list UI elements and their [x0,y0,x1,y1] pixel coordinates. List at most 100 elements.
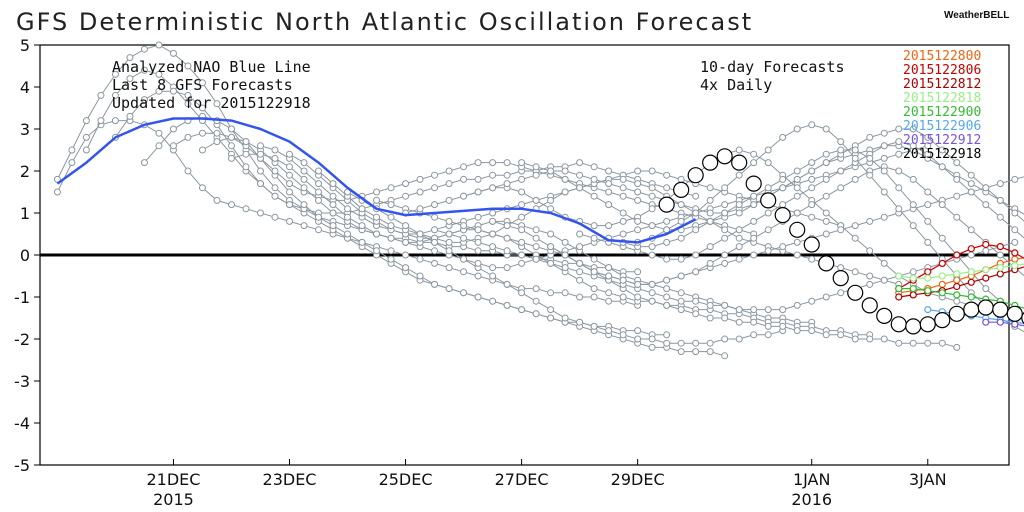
past-forecast-point [213,100,221,108]
past-forecast-point [648,335,656,343]
past-forecast-point [648,192,656,200]
past-forecast-point [750,192,758,200]
past-forecast-point [416,230,424,238]
past-forecast-point [445,217,453,225]
past-forecast-point [721,301,729,309]
past-forecast-point [387,247,395,255]
past-forecast-point [344,230,352,238]
past-forecast-point [721,251,729,259]
past-forecast-point [793,209,801,217]
past-forecast-point [750,318,758,326]
past-forecast-point [619,217,627,225]
colored-forecasts [895,240,1024,328]
past-forecast-point [634,217,642,225]
past-forecast-point [416,272,424,280]
forecast-2015122818-point [909,274,917,282]
past-forecast-point [198,184,206,192]
past-forecast-point [111,117,119,125]
past-forecast-point [634,180,642,188]
past-forecast-point [227,201,235,209]
past-forecast-point [866,247,874,255]
past-forecast-point [590,293,598,301]
past-forecast-point [474,159,482,167]
past-forecast-point [895,184,903,192]
past-forecast-point [184,91,192,99]
forecast-2015122800-point [1011,255,1019,263]
past-forecast-point [503,159,511,167]
y-tick-label: 2 [20,162,30,181]
past-forecast-point [561,238,569,246]
past-forecast-point [300,167,308,175]
x-tick-year-label: 2016 [791,490,832,509]
past-forecast-point [460,222,468,230]
past-forecast-point [286,201,294,209]
forecast-2015122906-point [924,306,932,314]
past-forecast-point [677,348,685,356]
past-forecast-point [532,285,540,293]
past-forecast-point [706,243,714,251]
past-forecast-point [750,306,758,314]
past-forecast-point [213,138,221,146]
past-forecast-point [474,272,482,280]
past-forecast-point [126,112,134,120]
past-forecasts [53,41,1024,360]
past-forecast-point [779,184,787,192]
past-forecast-point [619,209,627,217]
past-forecast-point [779,243,787,251]
past-forecast-point [764,306,772,314]
past-forecast-point [721,234,729,242]
past-forecast-point [576,259,584,267]
past-forecast-point [967,188,975,196]
past-forecast-point [184,133,192,141]
past-forecast-point [590,322,598,330]
past-forecast-point [634,196,642,204]
past-forecast-point [518,159,526,167]
past-forecast-point [518,226,526,234]
past-forecast-point [677,217,685,225]
past-forecast-point [489,171,497,179]
forecast-2015122800-point [938,280,946,288]
legend: 2015122800201512280620151228122015122818… [903,49,981,162]
past-forecast-point [271,167,279,175]
past-forecast-point [605,272,613,280]
past-forecast-point [155,129,163,137]
updated-label: Updated for 2015122918 [112,94,311,112]
past-forecast-point [227,133,235,141]
past-forecast-point [329,201,337,209]
past-forecast-point [431,226,439,234]
past-forecast-point [416,188,424,196]
past-forecast-point [953,159,961,167]
past-forecast-point [924,339,932,347]
y-tick-label: -4 [14,414,30,433]
past-forecast-point [532,171,540,179]
past-forecast-point [808,255,816,263]
past-forecast-point [938,163,946,171]
past-forecast-point [605,264,613,272]
past-forecast-point [97,91,105,99]
latest-forecast-point [948,305,965,322]
past-forecast-point [750,234,758,242]
past-forecast-point [576,230,584,238]
past-forecast-point [924,150,932,158]
past-forecast-point [996,213,1004,221]
past-forecast-point [735,335,743,343]
past-forecast-point [793,184,801,192]
past-forecast-point [851,234,859,242]
past-forecast-point [735,243,743,251]
forecast-2015122900-point [924,287,932,295]
past-forecast-point [431,171,439,179]
past-forecast-point [866,171,874,179]
past-forecast-point [634,327,642,335]
past-forecast-point [460,163,468,171]
past-forecast-point [605,222,613,230]
past-forecast-point [460,255,468,263]
past-forecast-point [445,180,453,188]
past-forecast-point [445,167,453,175]
past-forecast-point [373,213,381,221]
past-forecast-point [634,293,642,301]
past-forecast-point [184,167,192,175]
forecast-2015122812-point [982,274,990,282]
past-forecast-point [692,268,700,276]
forecasts-label: Last 8 GFS Forecasts [112,76,293,94]
